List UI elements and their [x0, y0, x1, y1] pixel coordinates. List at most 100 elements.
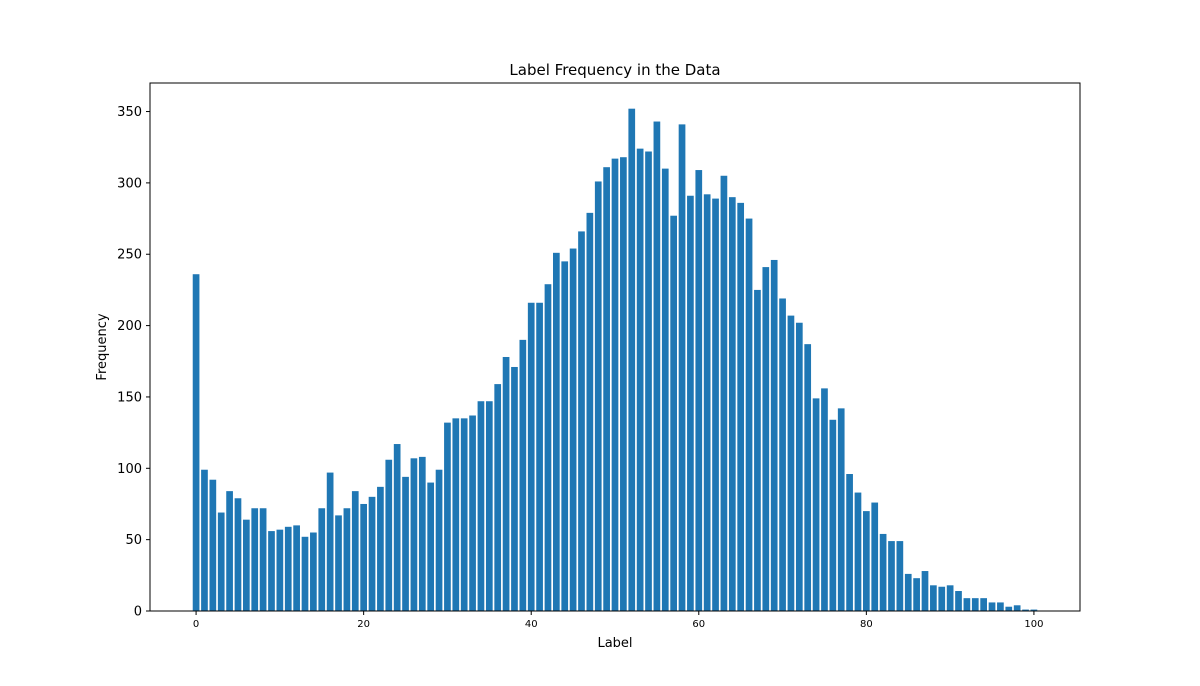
- bar-label-14: [310, 532, 317, 611]
- bar-label-99: [1022, 609, 1029, 611]
- bar-label-51: [620, 157, 627, 611]
- bar-label-38: [511, 366, 518, 611]
- x-tick-label: 80: [860, 619, 873, 630]
- bar-label-76: [829, 419, 837, 611]
- bar-label-32: [460, 418, 468, 611]
- bar-label-46: [578, 231, 585, 611]
- plot-frame: [149, 82, 1081, 612]
- bar-label-91: [955, 591, 962, 611]
- bar-label-48: [594, 181, 602, 611]
- bar-label-5: [234, 498, 242, 611]
- bar-label-57: [670, 215, 677, 611]
- bar-label-62: [712, 198, 719, 611]
- bar-label-72: [795, 322, 803, 611]
- bar-label-4: [226, 491, 233, 611]
- bar-label-8: [259, 508, 267, 611]
- bar-label-88: [930, 585, 937, 611]
- y-tick-label: 100: [117, 462, 142, 477]
- bar-label-93: [971, 598, 979, 611]
- bar-label-56: [661, 168, 669, 611]
- bar-label-36: [494, 384, 502, 611]
- bar-label-65: [737, 202, 745, 611]
- bar-label-94: [980, 598, 987, 611]
- bar-label-30: [444, 422, 451, 611]
- bar-label-82: [879, 533, 887, 611]
- bar-label-25: [402, 476, 409, 611]
- bar-label-97: [1005, 606, 1013, 611]
- bar-label-20: [360, 503, 367, 611]
- bar-label-24: [393, 444, 401, 611]
- y-tick-label: 300: [117, 176, 142, 191]
- bar-label-92: [963, 598, 971, 611]
- x-tick-label: 40: [525, 619, 538, 630]
- bar-label-31: [452, 418, 460, 611]
- bar-label-22: [377, 486, 384, 611]
- bar-label-52: [628, 108, 636, 611]
- bar-label-71: [787, 315, 795, 611]
- bar-label-74: [812, 398, 820, 611]
- bar-label-27: [418, 456, 426, 611]
- bar-label-64: [728, 197, 736, 611]
- bar-label-84: [896, 541, 904, 611]
- bar-label-66: [745, 218, 753, 611]
- y-tick-label: 0: [134, 605, 142, 620]
- bar-label-35: [485, 401, 493, 611]
- bar-label-78: [846, 474, 853, 611]
- bar-label-80: [863, 511, 870, 611]
- bar-label-26: [410, 458, 418, 611]
- bar-label-98: [1013, 605, 1021, 611]
- x-tick-label: 60: [692, 619, 705, 630]
- bar-label-49: [603, 167, 610, 611]
- bar-label-90: [946, 585, 954, 611]
- y-tick-label: 200: [117, 319, 142, 334]
- x-axis-label: Label: [597, 636, 632, 651]
- bar-label-96: [997, 602, 1004, 611]
- bar-label-39: [519, 339, 527, 611]
- bar-label-34: [477, 401, 485, 611]
- bar-label-33: [469, 415, 476, 611]
- bar-label-67: [754, 289, 761, 611]
- bar-label-89: [938, 586, 946, 611]
- bar-label-16: [326, 472, 334, 611]
- bar-label-21: [368, 496, 376, 611]
- bar-label-47: [586, 212, 594, 612]
- bar-label-55: [653, 121, 661, 611]
- bar-label-50: [611, 158, 619, 611]
- bar-label-53: [636, 148, 644, 611]
- bar-label-13: [301, 536, 309, 611]
- bar-label-69: [770, 259, 778, 611]
- bar-label-1: [201, 469, 208, 611]
- bar-label-43: [553, 252, 560, 611]
- bar-label-37: [502, 356, 510, 611]
- bar-label-73: [804, 344, 812, 611]
- bar-label-2: [209, 479, 217, 611]
- bar-label-40: [527, 302, 535, 611]
- bar-label-87: [921, 571, 929, 611]
- bar-label-59: [687, 195, 694, 612]
- y-tick-label: 50: [125, 533, 142, 548]
- bar-label-85: [904, 573, 912, 611]
- bar-label-42: [544, 284, 552, 611]
- bar-label-45: [569, 248, 577, 612]
- bar-label-58: [678, 124, 686, 611]
- bar-label-41: [536, 302, 543, 611]
- bar-label-83: [888, 541, 895, 611]
- bar-label-95: [988, 602, 996, 611]
- y-axis-ticks: 0 50 100 150 200 250 300 350: [117, 105, 150, 620]
- bar-label-44: [561, 261, 569, 611]
- bar-label-54: [645, 151, 652, 611]
- bar-label-79: [854, 492, 862, 611]
- bar-label-81: [871, 502, 879, 611]
- x-tick-label: 20: [357, 619, 370, 630]
- chart-title: Label Frequency in the Data: [509, 61, 720, 79]
- bar-label-10: [276, 529, 284, 611]
- bar-label-18: [343, 508, 351, 611]
- bar-label-11: [284, 526, 292, 611]
- bar-label-70: [779, 298, 786, 611]
- y-tick-label: 150: [117, 390, 142, 405]
- x-axis-ticks: 0 20 40 60 80 100: [193, 611, 1043, 630]
- bar-label-100: [1030, 609, 1038, 611]
- bar-label-68: [762, 267, 770, 611]
- bar-label-77: [837, 408, 845, 611]
